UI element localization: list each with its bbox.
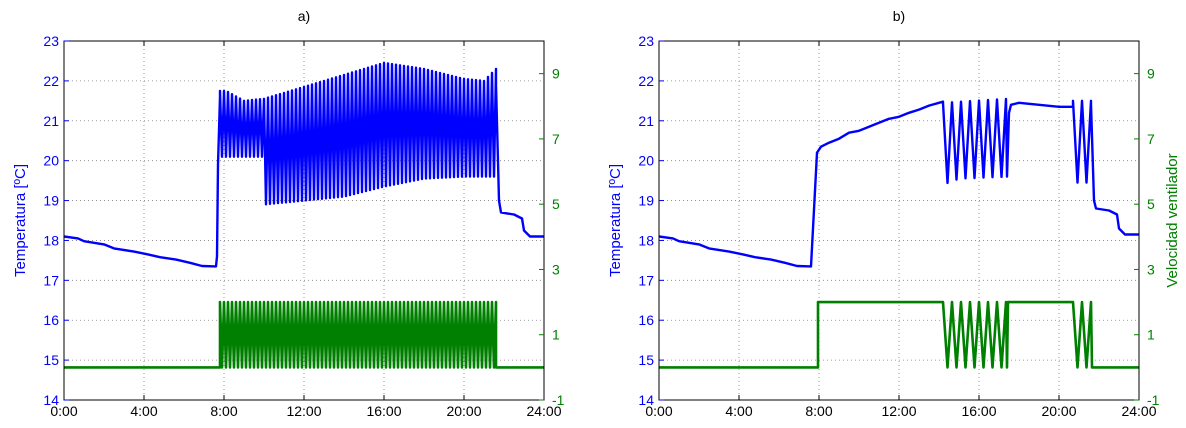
chart-title: a) <box>298 8 310 24</box>
y2-axis-label: Velocidad ventilador <box>1164 153 1181 287</box>
x-tick-label: 24:00 <box>1121 403 1156 419</box>
x-tick-label: 0:00 <box>50 403 77 419</box>
x-tick-label: 8:00 <box>210 403 237 419</box>
x-tick-label: 16:00 <box>961 403 996 419</box>
y2-tick-label: 5 <box>1147 196 1155 212</box>
chart-title: b) <box>893 8 905 24</box>
y2-tick-label: 1 <box>552 327 560 343</box>
y2-tick-label: 9 <box>1147 66 1155 82</box>
x-tick-label: 20:00 <box>1041 403 1076 419</box>
x-tick-label: 4:00 <box>725 403 752 419</box>
y2-tick-label: 7 <box>552 131 560 147</box>
temperature-series-line <box>659 97 1139 268</box>
y-tick-label: 15 <box>43 352 59 368</box>
y-tick-label: 21 <box>43 113 59 129</box>
y2-tick-label: -1 <box>552 392 565 408</box>
y-tick-label: 16 <box>638 312 654 328</box>
y-tick-label: 14 <box>638 392 654 408</box>
x-tick-label: 20:00 <box>446 403 481 419</box>
y-tick-label: 18 <box>638 232 654 248</box>
grid <box>659 41 1139 400</box>
y2-tick-label: 3 <box>1147 261 1155 277</box>
y2-tick-label: 7 <box>1147 131 1155 147</box>
y-tick-label: 17 <box>43 272 59 288</box>
fan-speed-series-line <box>659 300 1139 369</box>
y2-tick-label: -1 <box>1147 392 1160 408</box>
x-tick-label: 8:00 <box>805 403 832 419</box>
plot-area <box>64 61 544 369</box>
y-axis-label: Temperatura [ºC] <box>607 164 624 277</box>
chart-panel-b: 0:00 4:00 8:00 12:00 16:00 20:00 24:0014151617… <box>607 8 1181 419</box>
y-tick-label: 20 <box>638 153 654 169</box>
y-tick-label: 15 <box>638 352 654 368</box>
y-tick-label: 22 <box>43 73 59 89</box>
x-tick-label: 12:00 <box>286 403 321 419</box>
y-tick-label: 16 <box>43 312 59 328</box>
grid <box>64 41 544 400</box>
y-tick-label: 23 <box>43 33 59 49</box>
y-tick-label: 21 <box>638 113 654 129</box>
chart-panel-a: 0:00 4:00 8:00 12:00 16:00 20:00 24:0014151617… <box>12 8 565 419</box>
x-tick-label: 12:00 <box>881 403 916 419</box>
y-tick-label: 14 <box>43 392 59 408</box>
plot-frame <box>658 40 1140 401</box>
y-tick-label: 20 <box>43 153 59 169</box>
y-tick-label: 17 <box>638 272 654 288</box>
y2-tick-label: 5 <box>552 196 560 212</box>
x-tick-label: 0:00 <box>645 403 672 419</box>
fan-speed-series-line <box>64 300 544 369</box>
x-tick-label: 24:00 <box>526 403 561 419</box>
y-tick-label: 19 <box>43 193 59 209</box>
x-tick-label: 4:00 <box>130 403 157 419</box>
y-tick-label: 19 <box>638 193 654 209</box>
plot-area <box>659 97 1139 369</box>
x-tick-label: 16:00 <box>366 403 401 419</box>
y2-tick-label: 9 <box>552 66 560 82</box>
temperature-series-line <box>64 61 544 268</box>
y-tick-label: 22 <box>638 73 654 89</box>
y-tick-label: 18 <box>43 232 59 248</box>
y2-tick-label: 3 <box>552 261 560 277</box>
y-tick-label: 23 <box>638 33 654 49</box>
y-axis-label: Temperatura [ºC] <box>12 164 29 277</box>
y2-tick-label: 1 <box>1147 327 1155 343</box>
